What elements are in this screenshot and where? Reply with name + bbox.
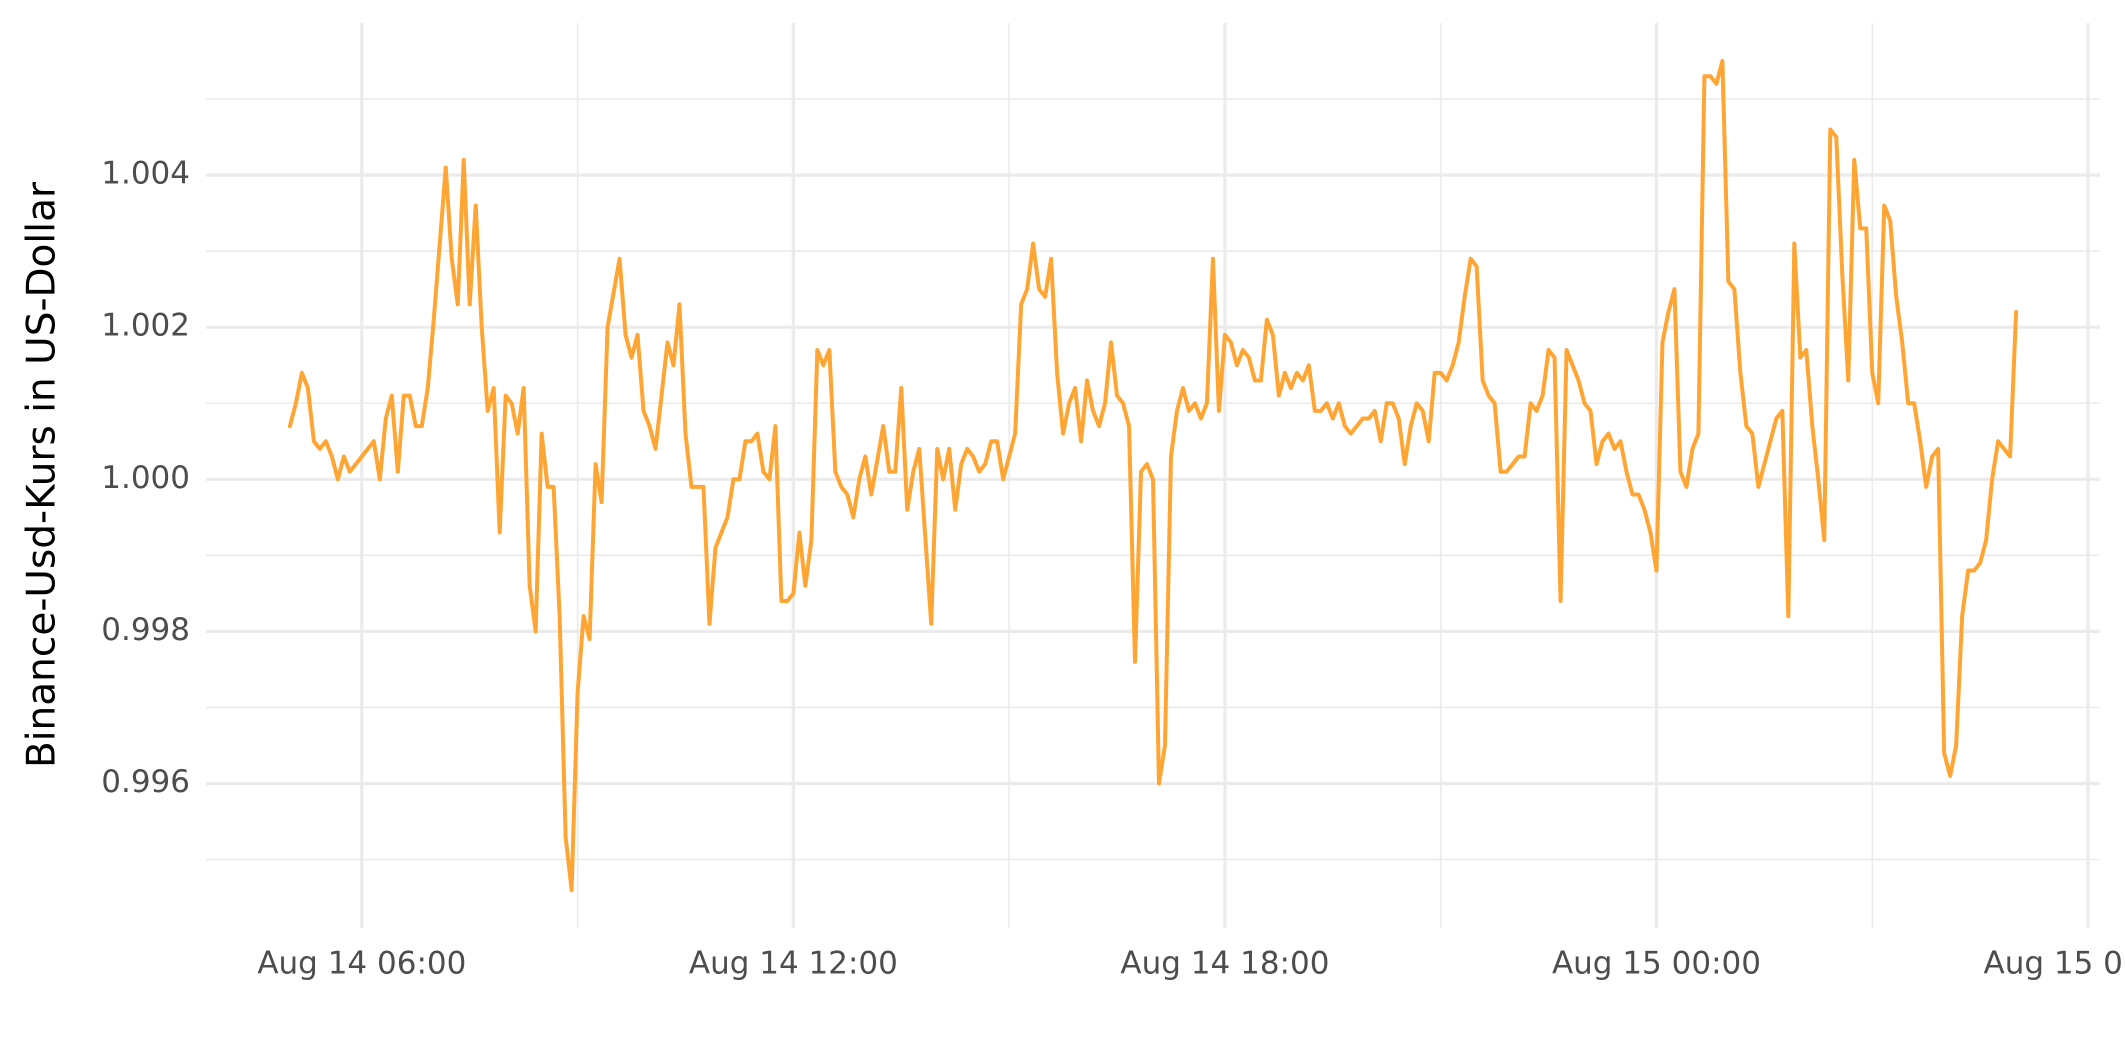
x-tick-label: Aug 14 06:00 xyxy=(257,946,466,982)
x-tick-label: Aug 14 18:00 xyxy=(1120,946,1329,982)
x-tick-label: Aug 15 06:00 xyxy=(1983,946,2125,982)
y-tick-label: 1.004 xyxy=(101,156,190,192)
plot-area xyxy=(287,59,2019,892)
axis-labels: 0.996 0.998 1.000 1.002 1.004 Aug 14 06:00 Aug… xyxy=(101,156,2125,982)
y-axis-title: Binance-Usd-Kurs in US-Dollar xyxy=(20,181,65,768)
y-tick-label: 0.998 xyxy=(101,612,190,648)
x-tick-label: Aug 14 12:00 xyxy=(689,946,898,982)
x-tick-label: Aug 15 00:00 xyxy=(1552,946,1761,982)
y-tick-label: 0.996 xyxy=(101,764,190,800)
y-tick-label: 1.000 xyxy=(101,460,190,496)
y-tick-label: 1.002 xyxy=(101,308,190,344)
price-line xyxy=(287,59,2019,892)
